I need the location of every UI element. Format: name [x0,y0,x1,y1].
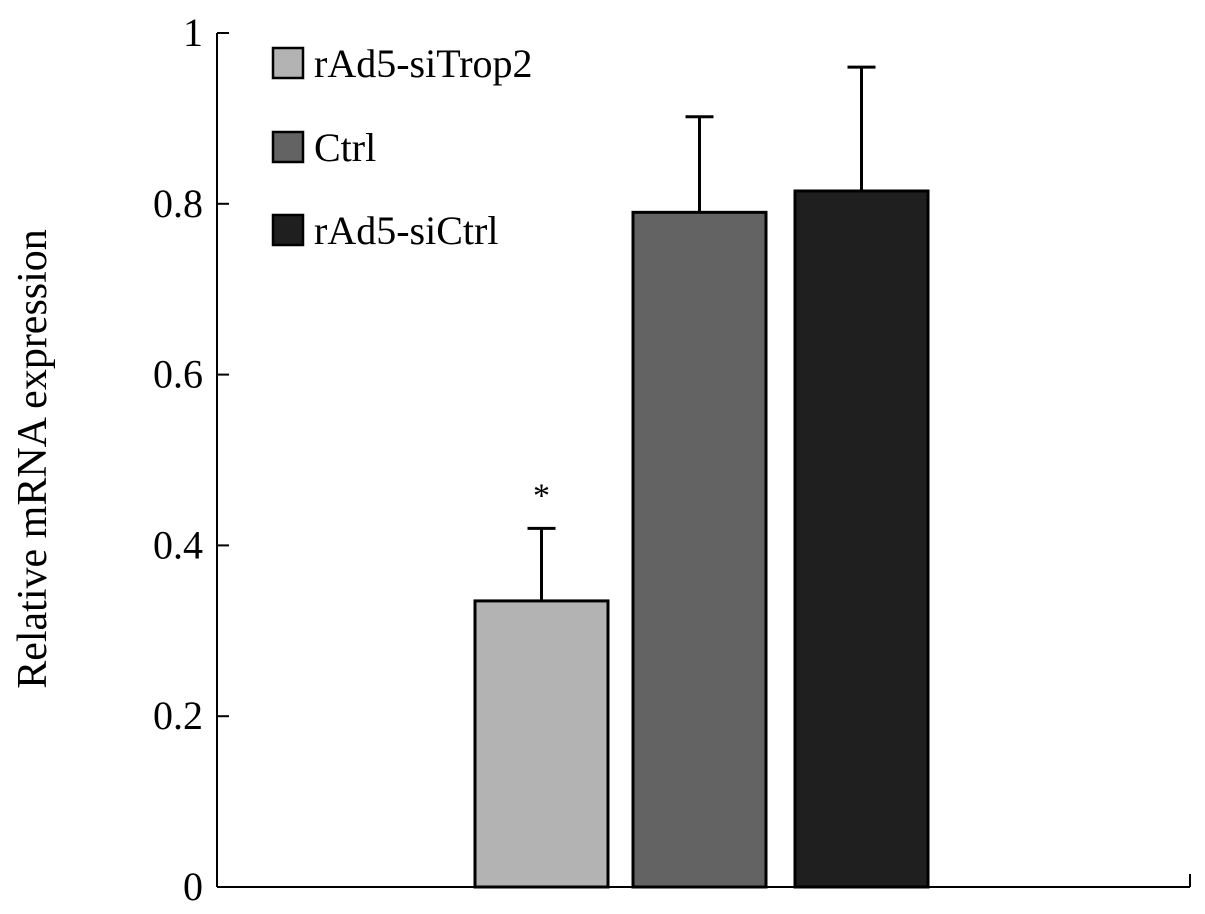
legend-swatch-1 [271,46,305,80]
y-tick-label: 0.8 [153,181,203,226]
y-tick-label: 0.2 [153,693,203,738]
legend-swatch-3 [271,213,305,247]
y-tick-label: 0.4 [153,522,203,567]
bar-1 [473,599,610,889]
significance-marker: * [533,477,550,514]
bar-2 [631,210,768,889]
bar-3 [793,189,930,889]
y-tick-label: 1 [183,10,203,55]
y-tick-label: 0 [183,864,203,909]
legend-label-2: Ctrl [314,125,376,170]
legend-label-1: rAd5-siTrop2 [314,41,533,86]
legend-label-3: rAd5-siCtrl [314,208,498,253]
legend-swatch-2 [271,130,305,164]
y-tick-label: 0.6 [153,352,203,397]
y-axis-label: Relative mRNA expression [10,229,56,689]
